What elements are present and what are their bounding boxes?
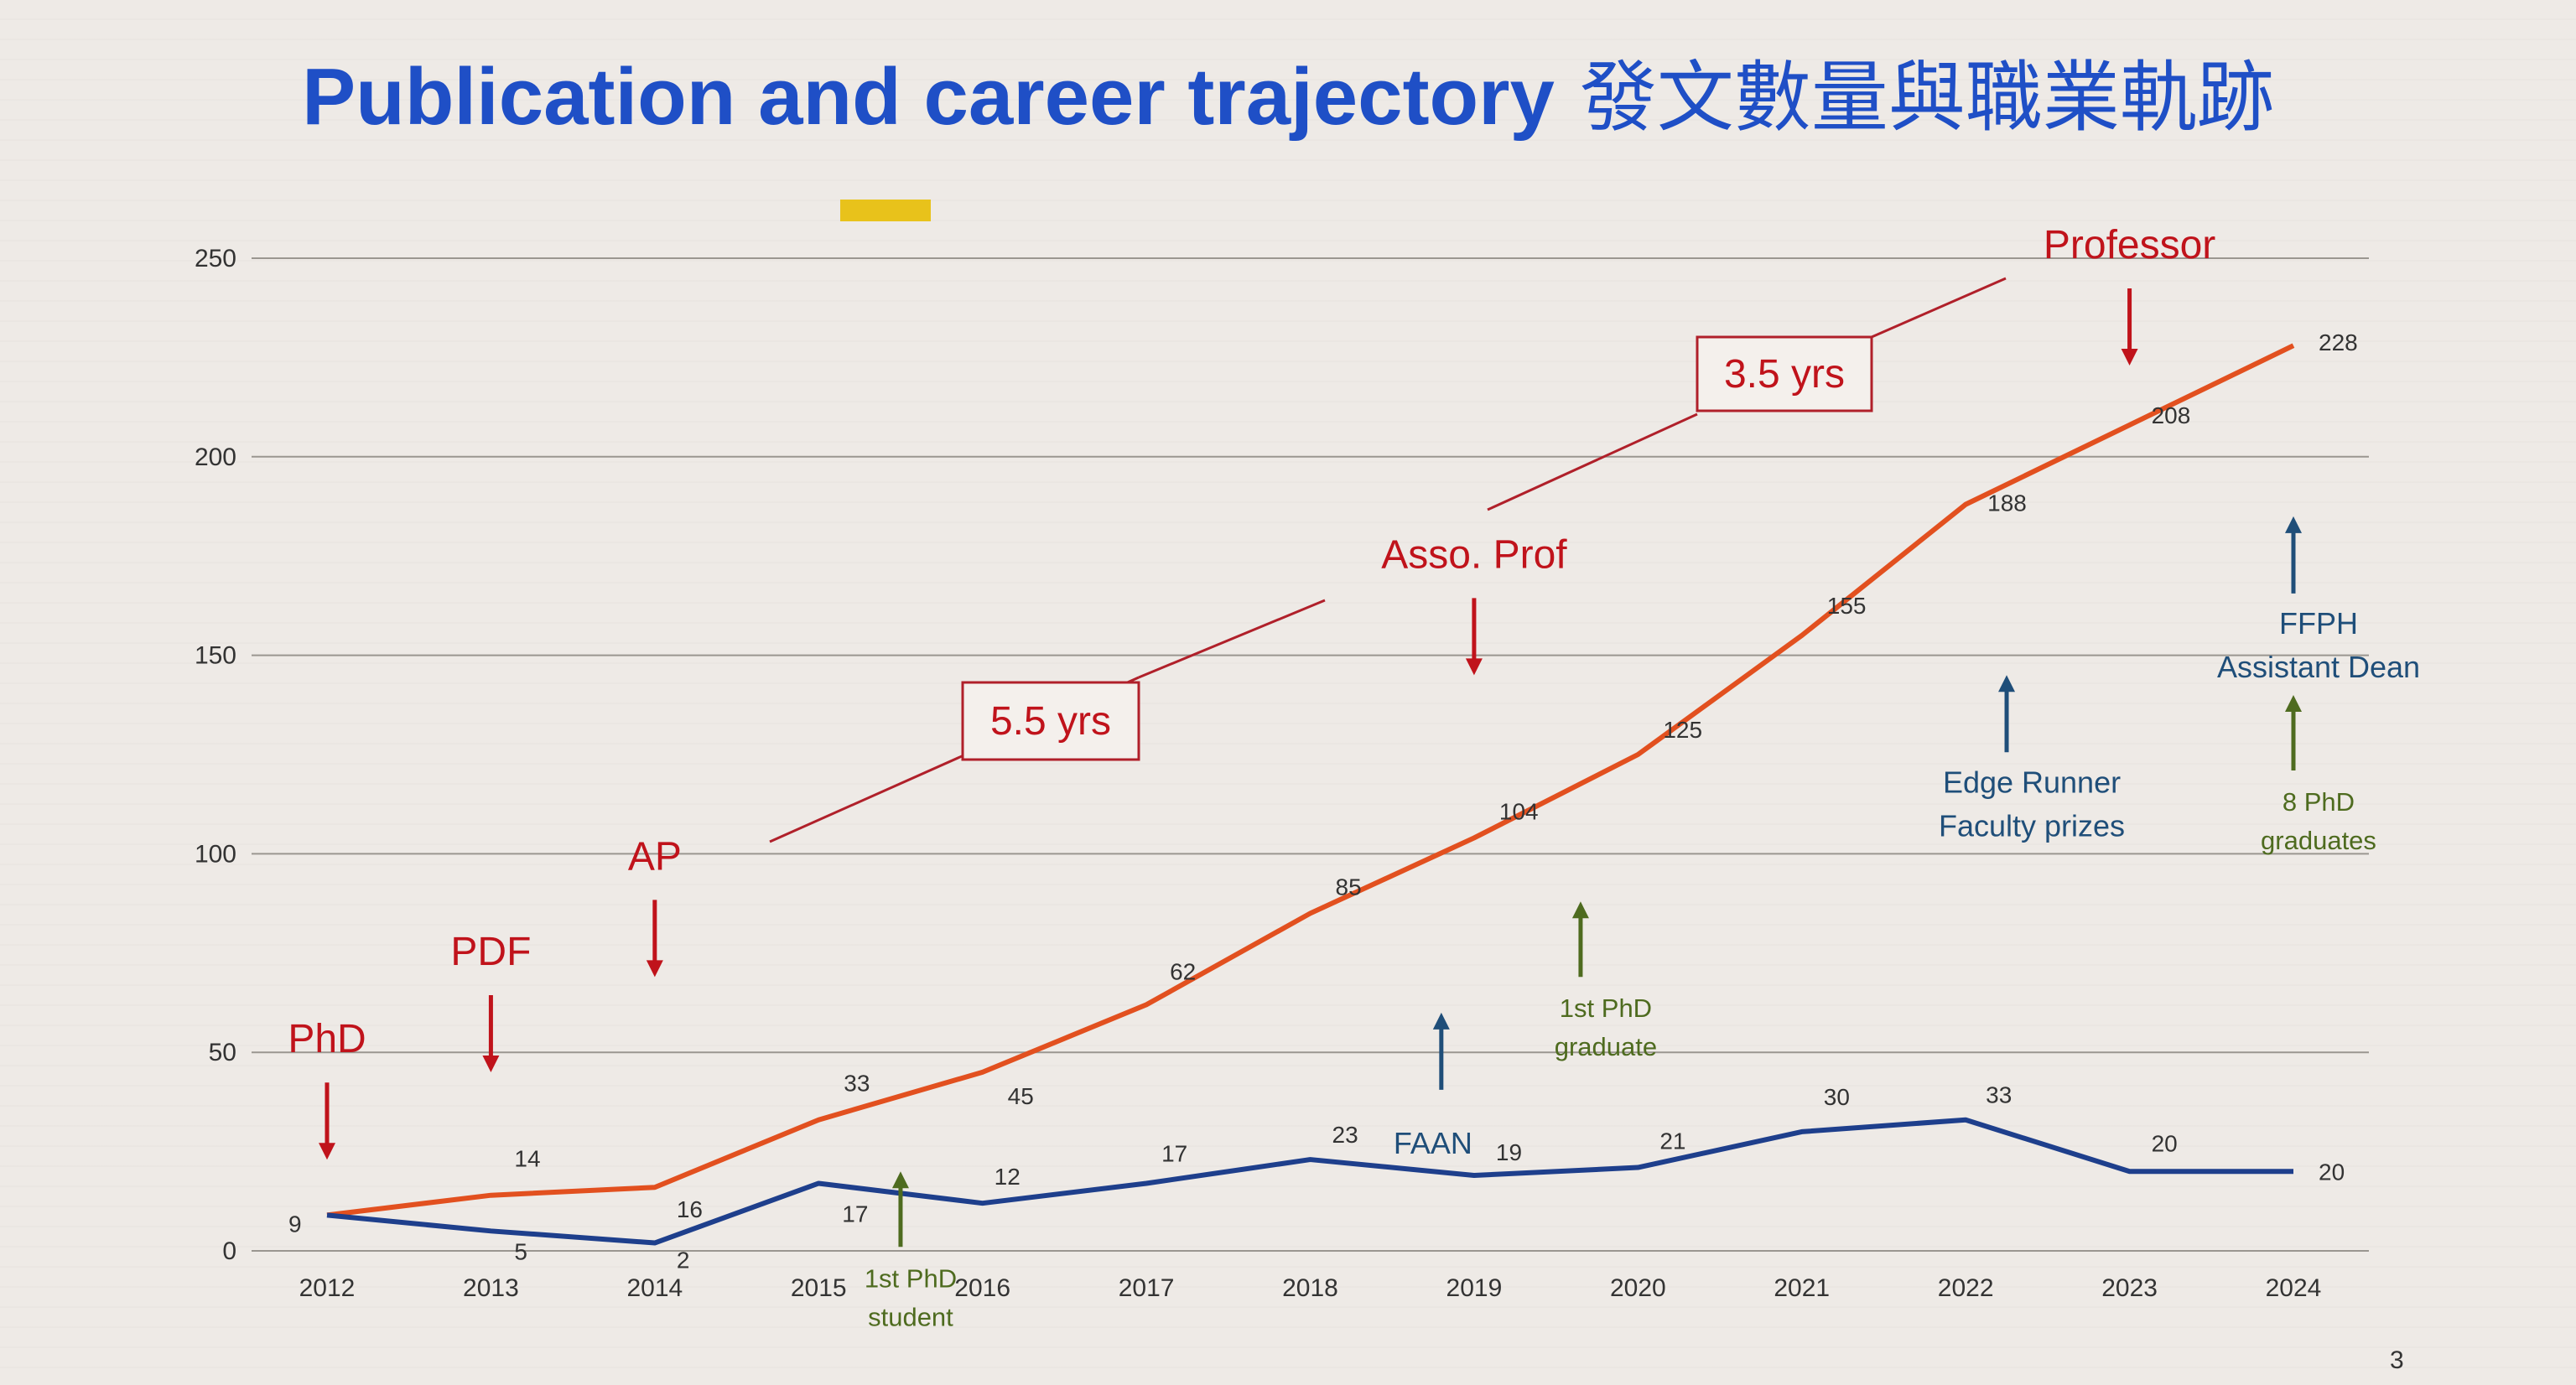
x-tick-label: 2018: [1282, 1274, 1338, 1302]
x-tick-label: 2014: [626, 1274, 683, 1302]
phd-data-label: 21: [1659, 1128, 1685, 1154]
publications-data-label: 45: [1008, 1083, 1034, 1109]
annotation-professor: Professor: [2044, 223, 2215, 267]
x-tick-label: 2019: [1446, 1274, 1503, 1302]
chart-title-chinese: 發文數量與職業軌跡: [1580, 53, 2274, 143]
y-tick-label: 200: [195, 444, 236, 471]
phd-data-label: 5: [514, 1238, 527, 1264]
callout-box: [1696, 335, 1873, 412]
callout-leader: [1487, 412, 1698, 511]
callout-label: 3.5 yrs: [1724, 352, 1845, 397]
callout-leader: [1138, 599, 1326, 679]
publications-data-label: 104: [1499, 798, 1539, 824]
arrow-head: [1432, 1012, 1450, 1030]
arrow-head: [482, 1056, 500, 1073]
gap-callouts: 5.5 yrs 3.5 yrs: [769, 277, 2007, 843]
career-annotations: PhD PDF AP Asso. Prof Professor FAAN Edge Runn…: [288, 223, 2420, 1331]
annotation-phd: PhD: [288, 1017, 366, 1061]
phd-data-label: 17: [1161, 1140, 1187, 1166]
phd-data-label: 9: [288, 1211, 302, 1237]
highlight-marker: [840, 200, 931, 221]
publications-data-label: 14: [514, 1146, 540, 1172]
publications-data-label: 62: [1170, 958, 1196, 984]
annotation-asso_prof: Asso. Prof: [1381, 532, 1567, 577]
phd-data-label: 20: [2152, 1130, 2178, 1156]
y-tick-label: 0: [222, 1237, 236, 1265]
x-tick-label: 2022: [1938, 1274, 1994, 1302]
arrow-head: [1465, 658, 1483, 676]
phd-data-label: 2: [677, 1248, 690, 1273]
annotation-pdf: PDF: [450, 930, 531, 974]
arrow-head: [2285, 516, 2302, 533]
grid: [252, 257, 2369, 1252]
y-tick-label: 100: [195, 840, 236, 868]
x-axis-ticks: 2012 2013 2014 2015 2016 2017 2018 2019 2020 2021…: [299, 1274, 2322, 1302]
arrow-head: [319, 1143, 335, 1160]
x-tick-label: 2015: [791, 1274, 847, 1302]
phd-line: [326, 1117, 2293, 1246]
phd-data-label: 19: [1496, 1139, 1522, 1165]
phd-data-label: 17: [842, 1201, 868, 1227]
arrow-head: [1998, 675, 2016, 692]
x-tick-label: 2021: [1774, 1274, 1830, 1302]
annotation-eight_phd_graduates: 8 PhD graduates: [2261, 787, 2376, 855]
callout-label: 5.5 yrs: [990, 699, 1111, 744]
arrow-head: [1571, 901, 1589, 919]
y-tick-label: 150: [195, 642, 236, 670]
publications-data-label: 85: [1336, 874, 1362, 900]
publications-data-label: 125: [1663, 717, 1702, 743]
phd-data-label: 23: [1332, 1122, 1358, 1148]
arrow-head: [2121, 349, 2138, 366]
chart-title: Publication and career trajectory 發文數量與職業…: [302, 52, 2274, 143]
phd-data-label: 20: [2319, 1159, 2345, 1185]
publications-data-label: 16: [677, 1196, 703, 1222]
arrow-head: [2285, 694, 2302, 712]
arrow-head: [891, 1171, 909, 1189]
phd-data-label: 33: [1986, 1082, 2012, 1108]
x-tick-label: 2013: [463, 1274, 519, 1302]
chart-title-english: Publication and career trajectory: [302, 52, 1555, 142]
callout-box: [961, 681, 1140, 761]
publications-data-label: 208: [2152, 402, 2191, 428]
arrow-head: [646, 960, 663, 978]
publications-data-label: 33: [844, 1071, 870, 1097]
x-tick-label: 2017: [1119, 1274, 1175, 1302]
annotation-first_phd_graduate: 1st PhD graduate: [1555, 993, 1657, 1061]
publications-data-label: 228: [2319, 329, 2358, 355]
x-tick-label: 2012: [299, 1274, 356, 1302]
publications-data-label: 188: [1987, 490, 2027, 516]
series: [326, 343, 2295, 1246]
annotation-ffph: FFPH Assistant Dean: [2217, 606, 2420, 684]
publications-data-label: 155: [1827, 593, 1867, 619]
x-tick-label: 2016: [954, 1274, 1010, 1302]
x-tick-label: 2024: [2266, 1274, 2322, 1302]
phd-data-label: 30: [1824, 1084, 1850, 1110]
y-axis-ticks: 0 50 100 150 200 250: [195, 245, 236, 1265]
y-tick-label: 50: [209, 1039, 236, 1066]
page-number: 3: [2390, 1346, 2404, 1374]
x-tick-label: 2023: [2101, 1274, 2158, 1302]
annotation-faan: FAAN: [1394, 1126, 1472, 1160]
y-tick-label: 250: [195, 245, 236, 272]
callout-leader: [1871, 277, 2007, 339]
phd-data-label: 12: [995, 1164, 1021, 1190]
data-labels: 14 16 33 45 62 85 104 125 155 188 208 228 9 5 2 17 12 17 2…: [288, 329, 2358, 1273]
annotation-edge_runner: Edge Runner Faculty prizes: [1939, 765, 2125, 843]
publications-line: [326, 343, 2295, 1218]
annotation-ap: AP: [628, 834, 682, 879]
x-tick-label: 2020: [1610, 1274, 1666, 1302]
annotation-first_phd_student: 1st PhD student: [865, 1263, 957, 1331]
